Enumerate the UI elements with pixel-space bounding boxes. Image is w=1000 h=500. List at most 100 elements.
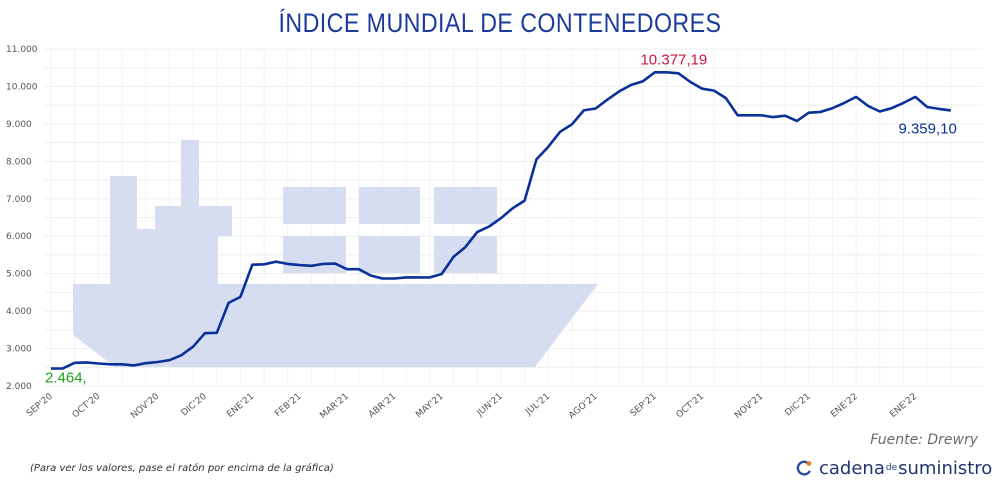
data-point[interactable]	[201, 329, 209, 337]
x-tick-label: JUN'21	[475, 392, 505, 420]
data-point[interactable]	[319, 260, 327, 268]
data-point[interactable]	[675, 69, 683, 77]
y-tick-label: 5.000	[6, 270, 32, 280]
data-point[interactable]	[414, 273, 422, 281]
data-point[interactable]	[888, 104, 896, 112]
data-point[interactable]	[307, 262, 315, 270]
data-point[interactable]	[509, 204, 517, 212]
data-point[interactable]	[793, 117, 801, 125]
ship-hull-shape	[73, 284, 598, 367]
data-point[interactable]	[911, 93, 919, 101]
data-point[interactable]	[343, 265, 351, 273]
series-line[interactable]	[50, 71, 951, 370]
data-point[interactable]	[556, 128, 564, 136]
data-point[interactable]	[106, 360, 114, 368]
data-point[interactable]	[473, 228, 481, 236]
data-point[interactable]	[177, 351, 185, 359]
data-point[interactable]	[402, 273, 410, 281]
ship-container-shape	[359, 236, 420, 273]
data-point[interactable]	[497, 214, 505, 222]
brand-logo[interactable]: cadena de suministro	[795, 455, 992, 481]
x-tick-label: NOV'20	[129, 391, 161, 421]
y-tick-label: 11.000	[6, 45, 38, 55]
data-point[interactable]	[544, 143, 552, 151]
data-point[interactable]	[189, 343, 197, 351]
data-point[interactable]	[899, 99, 907, 107]
data-point[interactable]	[248, 261, 256, 269]
y-tick-label: 4.000	[6, 307, 32, 317]
data-point[interactable]	[805, 109, 813, 117]
data-point[interactable]	[840, 99, 848, 107]
data-point[interactable]	[947, 106, 955, 114]
data-point[interactable]	[272, 258, 280, 266]
y-axis-ticks: 2.000 3.000 4.000 5.000 6.000 7.000 8.000 9.000…	[6, 45, 38, 392]
data-point[interactable]	[686, 78, 694, 86]
data-point[interactable]	[450, 253, 458, 261]
data-point[interactable]	[130, 361, 138, 369]
data-label: 2.464,	[45, 370, 87, 387]
x-tick-label: MAR'21	[318, 392, 351, 422]
data-point[interactable]	[521, 197, 529, 205]
data-point[interactable]	[828, 104, 836, 112]
data-point[interactable]	[154, 358, 162, 366]
data-point[interactable]	[94, 360, 102, 368]
data-point[interactable]	[663, 68, 671, 76]
data-point[interactable]	[71, 359, 79, 367]
x-tick-label: AGO'21	[567, 392, 599, 422]
data-point[interactable]	[592, 105, 600, 113]
data-point[interactable]	[83, 358, 91, 366]
annotations: 2.464, 10.377,19 9.359,10	[45, 51, 957, 386]
data-point[interactable]	[734, 111, 742, 119]
data-point[interactable]	[165, 356, 173, 364]
data-point[interactable]	[876, 108, 884, 116]
data-point[interactable]	[603, 96, 611, 104]
data-point[interactable]	[698, 85, 706, 93]
x-tick-label: SEP'20	[25, 391, 55, 419]
data-point[interactable]	[461, 243, 469, 251]
data-point[interactable]	[817, 108, 825, 116]
data-point[interactable]	[615, 87, 623, 95]
data-point[interactable]	[296, 261, 304, 269]
data-point[interactable]	[118, 360, 126, 368]
data-point[interactable]	[284, 260, 292, 268]
data-point[interactable]	[710, 87, 718, 95]
data-point[interactable]	[781, 112, 789, 120]
data-point[interactable]	[236, 293, 244, 301]
data-point[interactable]	[438, 270, 446, 278]
data-point[interactable]	[426, 273, 434, 281]
x-tick-label: ENE'22	[829, 392, 860, 420]
data-point[interactable]	[225, 299, 233, 307]
data-point[interactable]	[142, 359, 150, 367]
series-line-group[interactable]	[47, 68, 955, 372]
data-point[interactable]	[260, 260, 268, 268]
ship-container-shape	[434, 187, 497, 224]
x-tick-label: FEB'21	[273, 392, 303, 420]
x-tick-label: OCT'21	[675, 392, 707, 421]
data-point[interactable]	[379, 275, 387, 283]
data-point[interactable]	[651, 68, 659, 76]
data-point[interactable]	[627, 81, 635, 89]
data-point[interactable]	[923, 103, 931, 111]
data-point[interactable]	[746, 111, 754, 119]
data-point[interactable]	[367, 272, 375, 280]
data-point[interactable]	[580, 106, 588, 114]
x-tick-label: OCT'20	[71, 391, 103, 420]
data-point[interactable]	[390, 275, 398, 283]
logo-mark-icon	[796, 460, 812, 476]
data-point[interactable]	[532, 155, 540, 163]
data-point[interactable]	[852, 93, 860, 101]
data-point[interactable]	[639, 77, 647, 85]
data-point[interactable]	[757, 111, 765, 119]
data-point[interactable]	[485, 222, 493, 230]
data-point[interactable]	[769, 113, 777, 121]
data-point[interactable]	[864, 102, 872, 110]
logo-text-cadena: cadena	[819, 457, 885, 479]
data-point[interactable]	[213, 329, 221, 337]
data-point[interactable]	[331, 260, 339, 268]
data-point[interactable]	[355, 265, 363, 273]
data-point[interactable]	[935, 105, 943, 113]
data-point[interactable]	[568, 120, 576, 128]
y-tick-label: 6.000	[6, 232, 32, 242]
data-point[interactable]	[722, 94, 730, 102]
